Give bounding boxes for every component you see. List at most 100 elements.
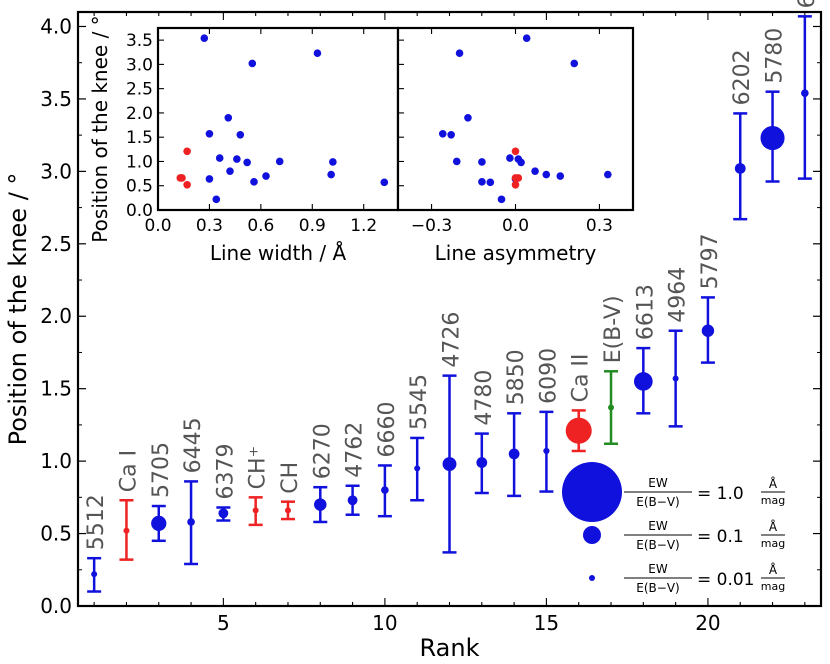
inset-left-x-tick-label: 0.9 — [299, 216, 326, 236]
inset-left-y-axis-label: Position of the knee / ° — [88, 15, 112, 242]
inset-right-blue-point — [497, 195, 506, 204]
inset-right-blue-point — [604, 170, 612, 179]
inset-left-blue-point — [215, 154, 224, 162]
inset-right-x-tick-label: −0.3 — [411, 216, 452, 236]
y-tick-label: 0.0 — [40, 594, 72, 618]
inset-right-blue-point — [506, 154, 514, 162]
inset-left-blue-point — [205, 130, 214, 138]
point-label: 6613 — [633, 284, 658, 340]
data-point — [284, 507, 291, 514]
inset-left-y-tick-label: 2.0 — [126, 104, 153, 124]
data-point — [508, 448, 520, 460]
inset-right-blue-point — [531, 167, 539, 175]
data-point — [442, 457, 457, 471]
data-point — [91, 571, 98, 578]
y-tick-label: 1.5 — [40, 377, 72, 401]
point-label: CH — [278, 462, 303, 494]
inset-left-x-tick-label: 0.3 — [196, 216, 223, 236]
inset-left-y-tick-label: 2.5 — [126, 80, 153, 100]
x-tick-label: 5 — [217, 611, 230, 635]
inset-right-blue-point — [438, 130, 447, 138]
point-label: 6196 — [795, 0, 820, 8]
inset-left-blue-point — [248, 59, 257, 68]
x-tick-label: 10 — [372, 611, 397, 635]
inset-right-blue-point — [478, 158, 486, 166]
y-tick-label: 1.0 — [40, 449, 72, 473]
inset-left-blue-point — [233, 155, 241, 163]
data-point — [314, 498, 327, 511]
legend-denominator: E(B−V) — [636, 581, 679, 595]
legend-value: = 1.0 — [697, 484, 744, 504]
legend-unit-den: mag — [761, 580, 785, 593]
legend-numerator: EW — [648, 476, 668, 490]
inset-left-blue-point — [236, 130, 245, 139]
inset-left-red-point — [183, 180, 191, 189]
inset-left-y-tick-label: 0.0 — [126, 201, 153, 221]
point-label: 4726 — [440, 312, 465, 368]
data-point — [414, 465, 421, 472]
point-label: E(B-V) — [601, 295, 626, 363]
legend-value: = 0.1 — [697, 527, 744, 547]
point-label: 6379 — [213, 443, 238, 499]
data-point — [347, 495, 358, 506]
inset-right-blue-point — [478, 178, 486, 186]
inset-right-blue-point — [464, 113, 472, 122]
legend-unit-num: Å — [769, 476, 778, 491]
y-tick-label: 2.0 — [40, 304, 72, 328]
inset-left-x-tick-label: 0.6 — [247, 216, 274, 236]
legend-marker — [583, 526, 601, 544]
inset-right-blue-point — [517, 158, 525, 167]
inset-right-x-tick-label: 0.3 — [586, 216, 613, 236]
inset-right-frame — [396, 26, 635, 212]
y-axis-label: Position of the knee / ° — [4, 173, 32, 446]
data-point — [701, 324, 715, 337]
point-label: 6202 — [730, 49, 755, 105]
data-point — [608, 404, 615, 411]
inset-right-red-point — [514, 174, 523, 182]
data-point — [543, 447, 550, 455]
inset-left-blue-point — [313, 49, 322, 58]
point-label: 6660 — [375, 401, 400, 457]
point-label: 5797 — [698, 233, 723, 289]
legend-value: = 0.01 — [697, 570, 755, 590]
inset-left-blue-point — [243, 158, 251, 167]
data-point — [633, 372, 653, 391]
legend-numerator: EW — [648, 519, 668, 533]
inset-right-blue-point — [455, 49, 464, 58]
inset-right-blue-point — [542, 170, 551, 179]
point-label: CH⁺ — [246, 446, 271, 490]
data-point — [734, 163, 746, 174]
inset-left-blue-point — [262, 172, 270, 180]
legend-unit-den: mag — [761, 537, 785, 550]
inset-right-blue-point — [570, 59, 579, 68]
legend-numerator: EW — [648, 562, 668, 576]
inset-left-red-point — [176, 174, 185, 182]
inset-left-blue-point — [380, 178, 389, 187]
legend-unit-num: Å — [769, 519, 778, 534]
data-point — [565, 417, 592, 444]
inset-left-background — [158, 28, 398, 210]
point-label: 5850 — [504, 349, 529, 405]
point-label: 4780 — [472, 370, 497, 426]
inset-left-x-tick-label: 1.2 — [350, 216, 377, 236]
inset-left-blue-point — [250, 178, 258, 186]
inset-right-x-tick-label: 0.0 — [502, 216, 529, 236]
inset-right-x-axis-label: Line asymmetry — [435, 241, 597, 265]
y-tick-label: 3.0 — [40, 159, 72, 183]
data-point — [672, 375, 679, 382]
y-tick-label: 3.5 — [40, 87, 72, 111]
inset-left-y-tick-label: 3.0 — [126, 55, 153, 75]
point-label: Ca II — [569, 354, 594, 403]
point-label: Ca I — [116, 450, 141, 492]
data-point — [801, 89, 809, 97]
inset-left-blue-point — [205, 175, 214, 183]
inset-left-y-tick-label: 0.5 — [126, 177, 153, 197]
inset-left-x-axis-label: Line width / Å — [210, 241, 347, 265]
legend-marker — [589, 575, 595, 581]
inset-left-y-tick-label: 1.0 — [126, 152, 153, 172]
point-label: 5780 — [763, 28, 788, 84]
data-point — [218, 508, 229, 519]
y-tick-label: 2.5 — [40, 232, 72, 256]
inset-left-blue-point — [327, 170, 335, 179]
point-label: 6270 — [310, 423, 335, 479]
